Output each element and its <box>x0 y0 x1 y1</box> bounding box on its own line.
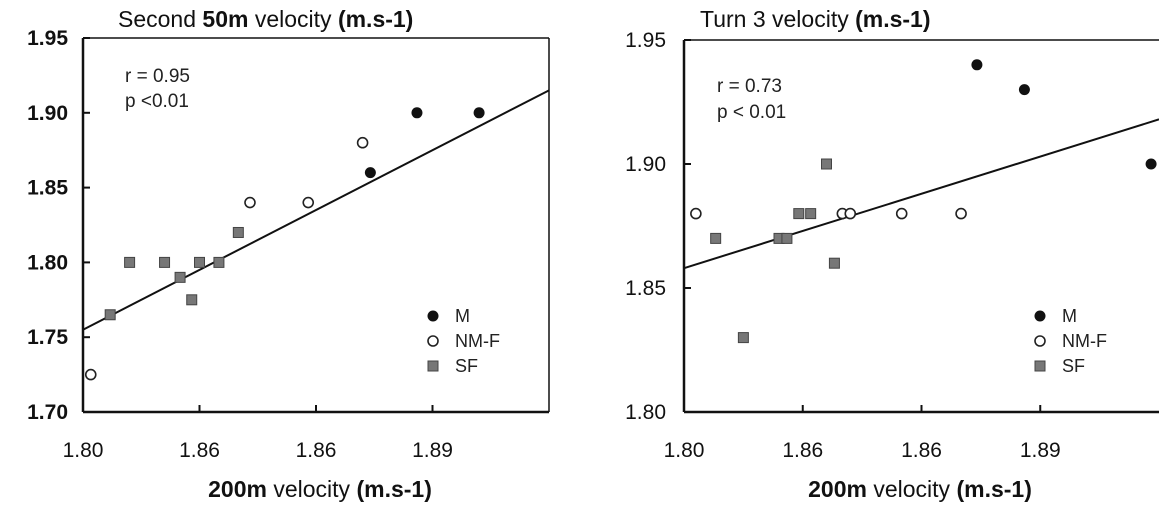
xlabel-part: velocity <box>867 476 956 502</box>
y-tick-label: 1.80 <box>625 401 666 424</box>
title-part: Turn 3 velocity <box>700 6 855 32</box>
data-point-m <box>1018 84 1030 96</box>
xlabel-part: 200m <box>208 476 267 502</box>
p-value-annotation: p < 0.01 <box>717 102 786 123</box>
p-value-annotation: p <0.01 <box>125 91 189 112</box>
data-point-nm-f <box>302 196 315 209</box>
x-tick-label: 1.89 <box>412 439 453 462</box>
y-tick-label: 1.95 <box>27 27 68 50</box>
x-tick-label: 1.86 <box>179 439 220 462</box>
y-tick-label: 1.80 <box>27 251 68 274</box>
title-part: Second <box>118 6 202 32</box>
data-point-m <box>473 107 485 119</box>
legend-label-m: M <box>1062 306 1077 326</box>
title-part: (m.s-1) <box>855 6 930 32</box>
data-point-sf <box>805 208 817 220</box>
y-tick-label: 1.90 <box>625 153 666 176</box>
x-tick-label: 1.89 <box>1020 439 1061 462</box>
x-tick-label: 1.86 <box>782 439 823 462</box>
legend-label-sf: SF <box>1062 356 1085 376</box>
data-point-m <box>1145 158 1157 170</box>
data-point-m <box>971 59 983 71</box>
data-point-sf <box>232 226 244 238</box>
data-point-sf <box>821 158 832 170</box>
xlabel-part: 200m <box>808 476 867 502</box>
correlation-annotation: r = 0.95 <box>125 66 190 87</box>
x-tick-label: 1.80 <box>63 439 104 462</box>
data-point-sf <box>174 271 186 283</box>
x-tick-label: 1.86 <box>296 439 337 462</box>
title-part: 50m <box>202 6 248 32</box>
data-point-sf <box>186 294 198 306</box>
chart-title: Second 50m velocity (m.s-1) <box>118 6 413 32</box>
y-tick-label: 1.90 <box>27 102 68 125</box>
data-point-nm-f <box>844 207 857 220</box>
data-point-nm-f <box>244 196 256 209</box>
regression-line <box>82 89 550 331</box>
y-tick-label: 1.70 <box>27 401 68 424</box>
data-point-nm-f <box>895 207 908 220</box>
y-tick-label: 1.75 <box>27 326 68 349</box>
y-tick-label: 1.85 <box>27 177 68 200</box>
legend-marker-sf <box>427 360 439 372</box>
legend-marker-m <box>1034 310 1046 322</box>
y-tick-label: 1.85 <box>625 277 666 300</box>
legend-marker-m <box>427 310 439 322</box>
chart-panel-1: Second 50m velocity (m.s-1) 1.95 1.90 1.85 1… <box>27 6 550 502</box>
x-tick-label: 1.86 <box>901 439 942 462</box>
x-tick-label: 1.80 <box>664 439 705 462</box>
title-part: velocity <box>248 6 337 32</box>
correlation-annotation: r = 0.73 <box>717 76 782 97</box>
legend-label-m: M <box>455 306 470 326</box>
x-axis-label: 200m velocity (m.s-1) <box>208 476 432 502</box>
data-point-sf <box>781 232 793 244</box>
legend-marker-sf <box>1034 360 1046 372</box>
y-tick-label: 1.95 <box>625 29 666 52</box>
legend-label-nm-f: NM-F <box>455 331 500 351</box>
regression-line <box>683 118 1159 270</box>
data-point-nm-f <box>690 207 702 220</box>
data-point-m <box>364 167 376 179</box>
legend-marker-nm-f <box>427 335 439 347</box>
data-point-nm-f <box>356 136 369 149</box>
legend-marker-nm-f <box>1034 335 1046 347</box>
data-point-sf <box>737 332 749 344</box>
x-axis-label: 200m velocity (m.s-1) <box>808 476 1032 502</box>
legend-label-sf: SF <box>455 356 478 376</box>
data-point-sf <box>793 208 805 220</box>
data-point-sf <box>104 309 116 321</box>
data-point-nm-f <box>955 207 967 220</box>
chart-panel-2: Turn 3 velocity (m.s-1) 1.95 1.90 1.85 1.80 1… <box>625 6 1159 502</box>
data-point-sf <box>828 257 840 269</box>
chart-title: Turn 3 velocity (m.s-1) <box>700 6 931 32</box>
xlabel-part: (m.s-1) <box>356 476 431 502</box>
data-point-sf <box>710 232 722 244</box>
legend-label-nm-f: NM-F <box>1062 331 1107 351</box>
data-point-sf <box>213 256 225 268</box>
data-point-sf <box>159 256 171 268</box>
data-point-sf <box>124 256 136 268</box>
xlabel-part: velocity <box>267 476 356 502</box>
title-part: (m.s-1) <box>338 6 413 32</box>
data-point-m <box>411 107 423 119</box>
data-point-nm-f <box>84 368 97 381</box>
xlabel-part: (m.s-1) <box>956 476 1031 502</box>
data-point-sf <box>194 256 205 268</box>
